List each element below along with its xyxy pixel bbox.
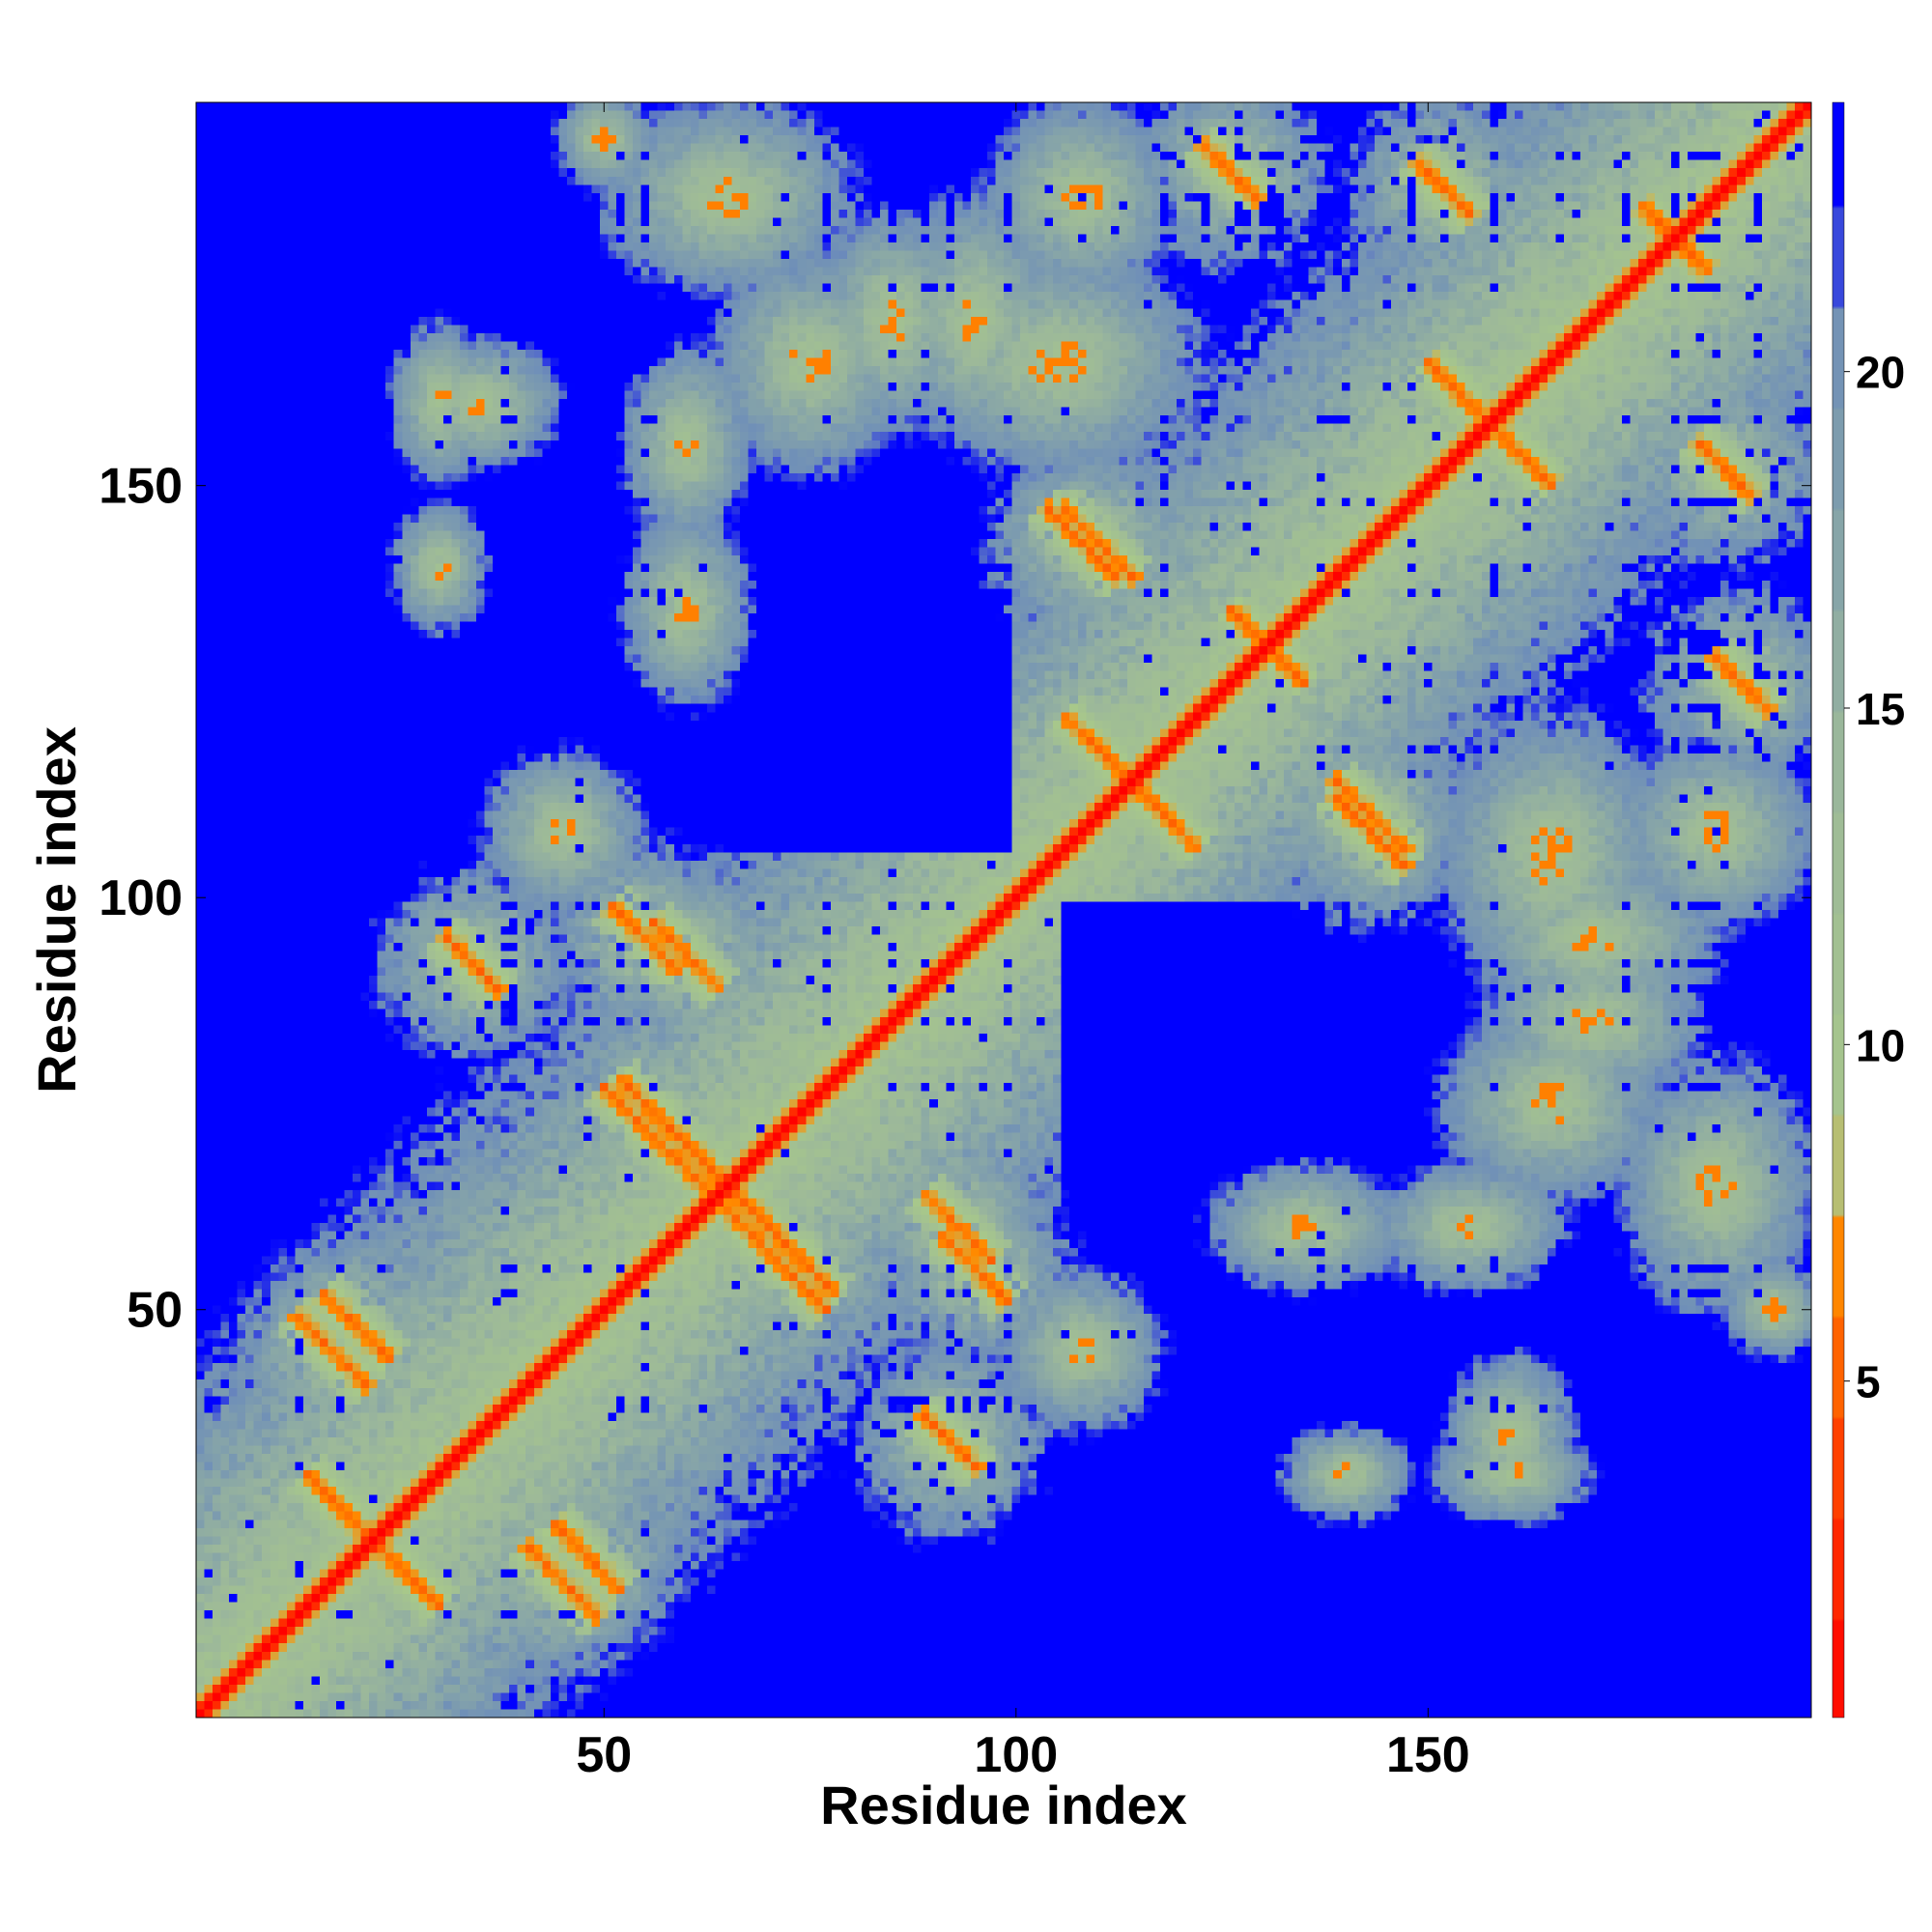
y-tick-label: 150	[99, 459, 183, 515]
colorbar-tick-label: 5	[1856, 1357, 1881, 1407]
colorbar	[1833, 102, 1844, 1718]
ticks-layer: 50 100 150 50 100 150 5 10 15 20	[99, 102, 1905, 1783]
y-tick-label: 50	[127, 1283, 183, 1339]
x-axis-title: Residue index	[820, 1775, 1187, 1835]
heatmap	[196, 102, 1811, 1718]
x-tick-label: 50	[576, 1727, 632, 1783]
colorbar-tick-label: 15	[1856, 684, 1905, 734]
colorbar-frame	[1832, 101, 1845, 1719]
plot-frame	[195, 101, 1812, 1719]
colorbar-tick-label: 20	[1856, 348, 1905, 398]
y-axis-title: Residue index	[26, 726, 87, 1094]
x-tick-label: 100	[974, 1727, 1058, 1783]
y-tick-label: 100	[99, 870, 183, 926]
x-tick-label: 150	[1386, 1727, 1470, 1783]
colorbar-tick-label: 10	[1856, 1020, 1905, 1070]
